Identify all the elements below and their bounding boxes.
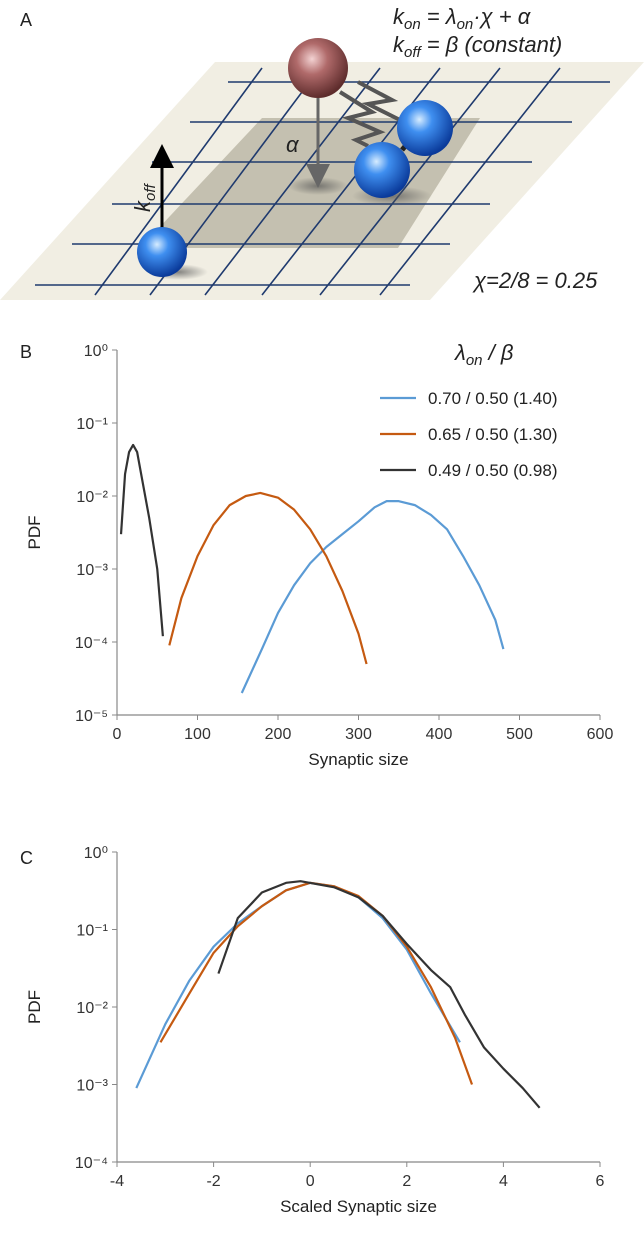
x-axis-label: Scaled Synaptic size: [280, 1197, 437, 1216]
koff-label: koff: [130, 182, 159, 212]
bound-particle: [397, 100, 453, 156]
diagram: kon = λon·χ + α koff = β (constant) α ko…: [0, 4, 644, 300]
equation: koff = β (constant): [393, 32, 562, 61]
x-tick-label: 300: [345, 726, 372, 743]
x-tick-label: 600: [587, 726, 614, 743]
series-line: [168, 491, 368, 665]
label-part: off: [142, 182, 159, 201]
chi-label: χ=2/8 = 0.25: [472, 268, 598, 293]
bound-particle: [354, 142, 410, 198]
zigzag-arrow: [338, 90, 386, 148]
equation-part: ·χ + α: [473, 4, 531, 29]
x-tick-label: 2: [402, 1173, 411, 1190]
legend-label: 0.70 / 0.50 (1.40): [428, 389, 557, 408]
y-tick-label: 10⁻⁴: [75, 1155, 108, 1172]
equation-part: k: [393, 32, 405, 57]
legend-title-part: λ: [454, 340, 466, 365]
y-axis-label: PDF: [25, 990, 44, 1024]
panel-label: B: [20, 342, 32, 362]
equation-part: k: [393, 4, 405, 29]
y-tick-label: 10⁻²: [76, 489, 108, 506]
free-particle: [288, 38, 348, 98]
x-tick-label: 400: [426, 726, 453, 743]
shadow: [288, 177, 348, 195]
zigzag-arrow: [357, 80, 401, 122]
y-tick-label: 10⁰: [84, 343, 108, 360]
y-tick-label: 10⁻¹: [76, 923, 108, 940]
y-tick-label: 10⁻⁵: [75, 708, 108, 725]
y-axis-label: PDF: [25, 516, 44, 550]
y-tick-label: 10⁻²: [76, 1000, 108, 1017]
x-tick-label: -4: [110, 1173, 124, 1190]
y-tick-label: 10⁻³: [76, 562, 108, 579]
x-tick-label: 6: [596, 1173, 605, 1190]
x-tick-label: 0: [306, 1173, 315, 1190]
x-axis-label: Synaptic size: [308, 750, 408, 769]
legend-title-part: / β: [483, 340, 514, 365]
equation-part: = λ: [421, 4, 457, 29]
equation-part: on: [457, 16, 474, 33]
equation: kon = λon·χ + α: [393, 4, 532, 33]
equation-part: = β (constant): [421, 32, 563, 57]
y-tick-label: 10⁻⁴: [75, 635, 108, 652]
x-tick-label: 200: [265, 726, 292, 743]
legend-title-part: on: [466, 352, 483, 369]
equation-part: on: [404, 16, 421, 33]
series-line: [240, 500, 505, 694]
legend-label: 0.49 / 0.50 (0.98): [428, 461, 557, 480]
x-tick-label: 500: [506, 726, 533, 743]
legend-label: 0.65 / 0.50 (1.30): [428, 425, 557, 444]
y-tick-label: 10⁻¹: [76, 416, 108, 433]
x-tick-label: 0: [113, 726, 122, 743]
x-tick-label: 4: [499, 1173, 508, 1190]
series-line: [119, 443, 164, 637]
equation-part: off: [404, 44, 423, 61]
legend-title: λon / β: [454, 340, 514, 369]
series-line: [135, 881, 461, 1089]
y-tick-label: 10⁰: [84, 845, 108, 862]
alpha-label: α: [286, 132, 300, 157]
x-tick-label: -2: [206, 1173, 220, 1190]
x-tick-label: 100: [184, 726, 211, 743]
y-tick-label: 10⁻³: [76, 1078, 108, 1095]
panel-label: A: [20, 10, 32, 30]
label-part: k: [130, 200, 155, 212]
bound-particle: [137, 227, 187, 277]
series-line: [217, 880, 541, 1109]
panel-label: C: [20, 848, 33, 868]
